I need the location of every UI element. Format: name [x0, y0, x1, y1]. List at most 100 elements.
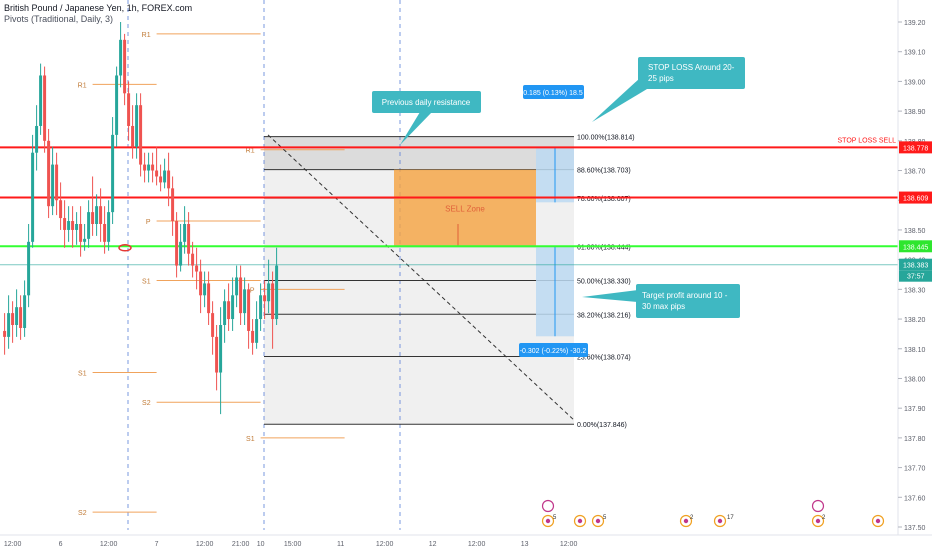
candle-down: [199, 271, 203, 296]
callout-stoploss-box: [638, 57, 745, 89]
event-count: 2: [822, 515, 826, 521]
candle-down: [151, 164, 155, 171]
x-tick-label: 12:00: [468, 541, 486, 548]
x-tick-label: 12:00: [560, 541, 578, 548]
badge-entry: 138.445: [903, 244, 928, 251]
candle-up: [27, 241, 31, 296]
pivot-label: R1: [142, 32, 151, 39]
candle-up: [35, 125, 39, 153]
candle-down: [47, 140, 51, 207]
x-tick-label: 10: [257, 541, 265, 548]
y-tick-label: 139.00: [904, 79, 926, 86]
pivot-label: P: [146, 219, 151, 226]
pivot-label: R1: [78, 82, 87, 89]
candle-up: [179, 241, 183, 266]
x-tick-label: 11: [337, 541, 344, 548]
candle-up: [203, 283, 207, 296]
candle-up: [119, 39, 123, 76]
candle-up: [15, 307, 19, 326]
candle-down: [239, 277, 243, 314]
candle-down: [227, 301, 231, 320]
event-icon-dot: [815, 518, 821, 524]
event-icon-dot: [683, 518, 689, 524]
candle-up: [67, 221, 71, 230]
symbol-title: British Pound / Japanese Yen, 1h, FOREX.…: [4, 3, 193, 13]
event-count: 5: [553, 515, 557, 521]
measure-down-label-bg: [519, 343, 588, 357]
x-tick-label: 12:00: [376, 541, 394, 548]
y-tick-label: 138.70: [904, 169, 926, 176]
badge-entry-bg: [899, 240, 932, 253]
y-tick-label: 138.30: [904, 287, 926, 294]
callout-target-text: Target profit around 10 -: [642, 291, 728, 300]
candle-down: [63, 218, 67, 230]
event-count: 5: [603, 515, 607, 521]
y-tick-label: 138.50: [904, 228, 926, 235]
candle-down: [155, 170, 159, 177]
candle-up: [115, 75, 119, 135]
x-tick-label: 12:00: [4, 541, 22, 548]
y-tick-label: 139.20: [904, 20, 926, 27]
candle-up: [107, 212, 111, 242]
fib-level-label: 38.20%(138.216): [577, 312, 631, 319]
candle-down: [123, 39, 127, 94]
candle-up: [275, 265, 279, 320]
sell-zone-label: SELL Zone: [445, 205, 485, 214]
pivot-label: R1: [246, 148, 255, 155]
candle-up: [7, 313, 11, 337]
candle-down: [91, 212, 95, 225]
candle-up: [267, 283, 271, 302]
candle-down: [11, 313, 15, 326]
pivot-label: S2: [142, 400, 151, 407]
candle-up: [39, 75, 43, 126]
y-tick-label: 137.90: [904, 406, 926, 413]
badge-current-price-bg: [899, 258, 932, 271]
x-tick-label: 13: [521, 541, 529, 548]
candle-up: [87, 212, 91, 239]
callout-target-text: 30 max pips: [642, 302, 685, 311]
sell-zone: [394, 169, 536, 247]
callout-resistance-text: Previous daily resistance: [382, 98, 471, 107]
callout-stoploss-text: STOP LOSS Around 20-: [648, 63, 735, 72]
pivot-label: S1: [246, 436, 255, 443]
candle-up: [147, 164, 151, 171]
candle-down: [99, 206, 103, 225]
candle-down: [167, 170, 171, 189]
event-icon-dot: [595, 518, 601, 524]
candle-up: [135, 105, 139, 147]
event-icon-dot: [875, 518, 881, 524]
countdown-bg: [899, 270, 932, 282]
measure-up-label-bg: [523, 85, 584, 99]
candle-up: [231, 295, 235, 320]
event-icon-dot: [545, 518, 551, 524]
candle-up: [75, 224, 79, 230]
x-tick-label: 7: [155, 541, 159, 548]
candle-down: [71, 221, 75, 230]
candle-down: [55, 164, 59, 201]
x-tick-label: 12:00: [196, 541, 214, 548]
candle-down: [187, 224, 191, 254]
candle-down: [103, 224, 107, 242]
candle-down: [175, 221, 179, 266]
fib-level-label: 23.60%(138.074): [577, 354, 631, 361]
callout-target-box: [636, 284, 740, 318]
y-tick-label: 138.20: [904, 317, 926, 324]
stop-loss-label: STOP LOSS SELL: [838, 137, 897, 144]
candle-down: [195, 265, 199, 272]
candle-down: [139, 105, 143, 165]
y-tick-label: 137.60: [904, 495, 926, 502]
candle-down: [271, 283, 275, 320]
candle-up: [111, 134, 115, 213]
candle-up: [223, 301, 227, 326]
fib-band-top: [264, 136, 574, 170]
pivot-label: S2: [78, 510, 87, 517]
event-icon: [541, 499, 555, 513]
pivot-label: P: [250, 287, 255, 294]
fib-level-label: 78.60%(138.607): [577, 196, 631, 203]
candle-down: [143, 164, 147, 171]
fib-level-label: 100.00%(138.814): [577, 135, 635, 142]
candle-up: [183, 224, 187, 242]
event-icon-dot: [717, 518, 723, 524]
candle-down: [127, 93, 131, 126]
